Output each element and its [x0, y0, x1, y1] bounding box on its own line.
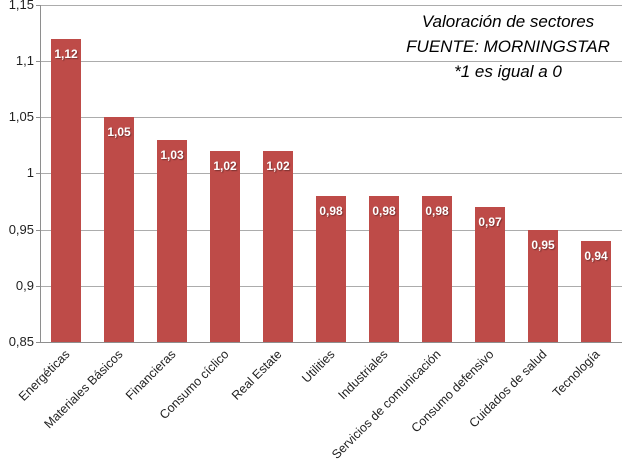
bar-value-label: 0,94 — [584, 249, 608, 263]
chart-title-block: Valoración de sectores FUENTE: MORNINGST… — [358, 9, 639, 84]
gridline — [40, 61, 622, 62]
bar-value-label: 0,97 — [478, 215, 502, 229]
bar: 0,98 — [422, 196, 452, 342]
y-axis-tick — [36, 173, 40, 174]
gridline — [40, 173, 622, 174]
gridline — [40, 117, 622, 118]
y-axis-tick-label: 1,15 — [8, 0, 34, 12]
bar: 0,95 — [528, 230, 558, 342]
y-axis-tick — [36, 117, 40, 118]
chart-title-line-3: *1 es igual a 0 — [454, 62, 562, 81]
bar-value-label: 1,03 — [160, 148, 184, 162]
bar-value-label: 0,98 — [372, 204, 396, 218]
chart-title-line-1: Valoración de sectores — [421, 12, 595, 31]
bar: 0,98 — [316, 196, 346, 342]
bar: 1,05 — [104, 117, 134, 342]
y-axis-tick-label: 1 — [26, 165, 34, 180]
y-axis-line — [40, 5, 41, 342]
chart-title-line-2: FUENTE: MORNINGSTAR — [406, 37, 610, 56]
bar: 0,97 — [475, 207, 505, 342]
bar: 1,02 — [210, 151, 240, 342]
bar: 0,94 — [581, 241, 611, 342]
x-axis-line — [40, 342, 622, 343]
y-axis-tick — [36, 342, 40, 343]
bar: 1,12 — [51, 39, 81, 342]
bar: 1,03 — [157, 140, 187, 342]
bar-value-label: 1,02 — [266, 159, 290, 173]
bar-value-label: 1,05 — [107, 125, 131, 139]
y-axis-tick — [36, 5, 40, 6]
y-axis-tick-label: 0,85 — [8, 334, 34, 349]
gridline — [40, 5, 622, 6]
y-axis-tick-label: 0,95 — [8, 222, 34, 237]
bar-value-label: 1,12 — [54, 47, 78, 61]
bar-value-label: 0,98 — [319, 204, 343, 218]
y-axis-tick — [36, 286, 40, 287]
bar-value-label: 0,95 — [531, 238, 555, 252]
bar: 0,98 — [369, 196, 399, 342]
y-axis-tick — [36, 230, 40, 231]
y-axis-tick-label: 1,1 — [15, 53, 34, 68]
y-axis-tick-label: 0,9 — [15, 278, 34, 293]
y-axis-tick — [36, 61, 40, 62]
y-axis-tick-label: 1,05 — [8, 109, 34, 124]
bar-value-label: 0,98 — [425, 204, 449, 218]
bar-value-label: 1,02 — [213, 159, 237, 173]
bar: 1,02 — [263, 151, 293, 342]
